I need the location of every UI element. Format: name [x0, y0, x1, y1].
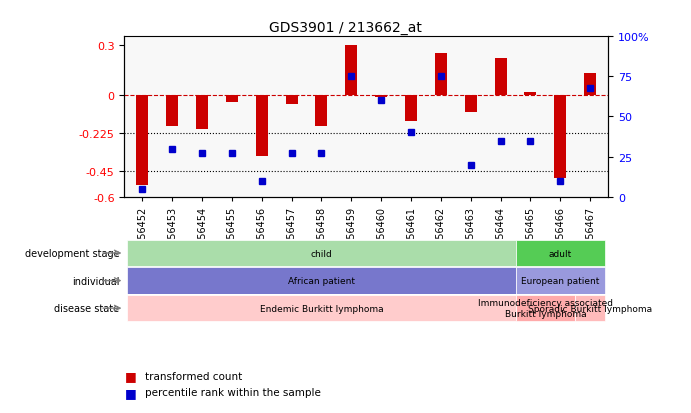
Bar — [316, 96, 328, 126]
Bar — [524, 93, 536, 96]
FancyBboxPatch shape — [515, 240, 605, 267]
Text: adult: adult — [549, 249, 572, 258]
Text: percentile rank within the sample: percentile rank within the sample — [145, 387, 321, 397]
Text: transformed count: transformed count — [145, 371, 243, 381]
Text: African patient: African patient — [288, 276, 355, 285]
FancyBboxPatch shape — [127, 240, 515, 267]
Bar — [435, 54, 447, 96]
Bar — [554, 96, 567, 179]
FancyBboxPatch shape — [127, 268, 515, 294]
Bar — [285, 96, 298, 104]
Text: GDS3901 / 213662_at: GDS3901 / 213662_at — [269, 21, 422, 35]
Text: development stage: development stage — [25, 248, 120, 259]
Bar — [405, 96, 417, 121]
Bar — [375, 96, 387, 98]
FancyBboxPatch shape — [515, 295, 575, 322]
Bar — [166, 96, 178, 126]
Text: disease state: disease state — [55, 304, 120, 313]
Bar — [346, 45, 357, 96]
Bar — [465, 96, 477, 113]
FancyBboxPatch shape — [515, 268, 605, 294]
FancyBboxPatch shape — [127, 295, 515, 322]
Text: ■: ■ — [124, 369, 136, 382]
Bar — [136, 96, 149, 185]
Bar — [256, 96, 267, 157]
Bar — [226, 96, 238, 103]
Text: ■: ■ — [124, 386, 136, 399]
FancyBboxPatch shape — [575, 295, 605, 322]
Bar — [196, 96, 208, 130]
Text: Immunodeficiency associated
Burkitt lymphoma: Immunodeficiency associated Burkitt lymp… — [478, 299, 613, 318]
Text: child: child — [310, 249, 332, 258]
Bar — [495, 59, 507, 96]
Text: Sporadic Burkitt lymphoma: Sporadic Burkitt lymphoma — [528, 304, 652, 313]
Text: Endemic Burkitt lymphoma: Endemic Burkitt lymphoma — [260, 304, 384, 313]
Text: individual: individual — [72, 276, 120, 286]
Text: European patient: European patient — [521, 276, 600, 285]
Bar — [584, 74, 596, 96]
